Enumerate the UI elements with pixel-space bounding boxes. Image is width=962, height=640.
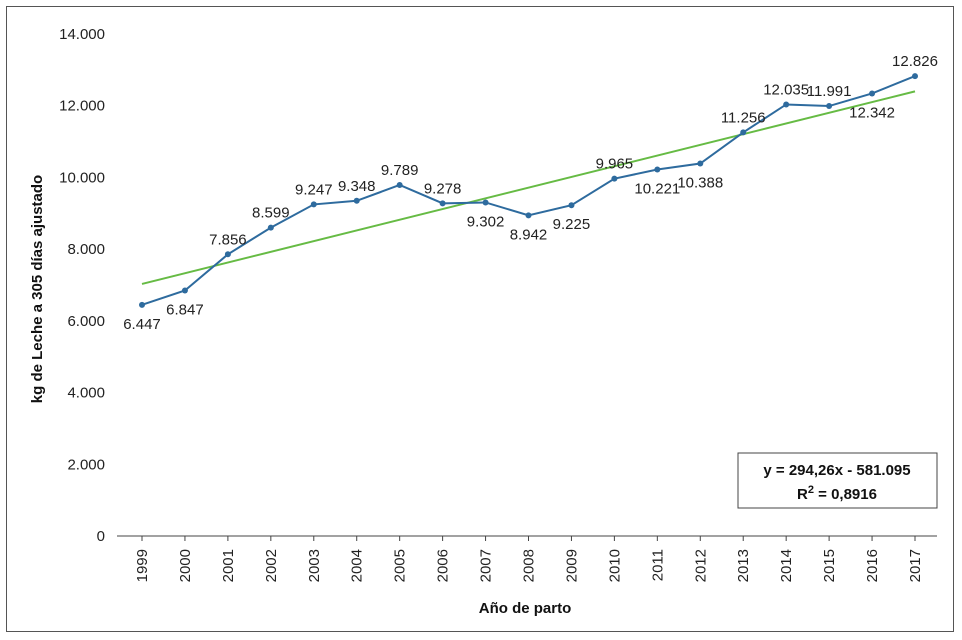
data-label: 10.221: [634, 181, 680, 198]
y-tick-label: 14.000: [59, 26, 105, 43]
x-axis-ticks: 1999 2000 2001 2002 2003 2004 2005 2006 2007 2008…: [134, 536, 924, 582]
data-point: [482, 199, 489, 206]
y-tick-label: 2.000: [67, 456, 105, 473]
data-label: 9.302: [467, 213, 505, 230]
y-axis-title: kg de Leche a 305 días ajustado: [29, 175, 46, 403]
x-tick-label: 2012: [692, 549, 709, 582]
y-tick-label: 4.000: [67, 385, 105, 402]
y-tick-label: 0: [97, 528, 105, 545]
x-tick-label: 2000: [177, 549, 194, 582]
x-axis-title: Año de parto: [479, 600, 572, 617]
equation-box-border: [737, 452, 938, 509]
equation-box: y = 294,26x - 581.095 R2 = 0,8916: [737, 452, 938, 509]
data-point: [697, 160, 704, 167]
data-point: [525, 212, 532, 219]
y-axis-ticks: 0 2.000 4.000 6.000 8.000 10.000 12.000 14.000: [59, 26, 105, 545]
x-tick-label: 2015: [821, 549, 838, 582]
x-tick-label: 2014: [778, 549, 795, 582]
x-tick-label: 2009: [563, 549, 580, 582]
y-tick-label: 8.000: [67, 241, 105, 258]
data-label: 7.856: [209, 231, 247, 248]
data-label: 9.965: [596, 156, 634, 173]
y-tick-label: 12.000: [59, 98, 105, 115]
x-tick-label: 2005: [392, 549, 409, 582]
data-point: [139, 301, 145, 308]
line-chart: 02.0004.0006.0008.00010.00012.00014.000 …: [29, 26, 938, 617]
x-tick-label: 2013: [735, 549, 752, 582]
x-tick-label: 2002: [263, 549, 280, 582]
x-tick-label: 2017: [907, 549, 924, 582]
data-labels: 6.447 6.847 7.856 8.599 9.247 9.348 9.789 9.278…: [123, 53, 938, 333]
data-label: 9.789: [381, 162, 419, 179]
data-point: [224, 251, 231, 258]
data-label: 11.991: [807, 83, 852, 100]
data-label: 8.599: [252, 205, 290, 222]
data-label: 12.826: [892, 53, 938, 70]
x-tick-label: 2008: [521, 549, 538, 582]
x-tick-label: 2011: [649, 549, 666, 581]
data-label: 9.348: [338, 178, 376, 195]
data-label: 10.388: [677, 175, 723, 192]
x-tick-label: 2010: [606, 549, 623, 582]
data-point: [267, 224, 274, 231]
data-label: 9.278: [424, 180, 462, 197]
data-label: 9.225: [553, 216, 591, 233]
data-label: 8.942: [510, 226, 548, 243]
data-point: [568, 202, 575, 209]
data-point: [783, 101, 790, 108]
data-label: 12.035: [763, 81, 809, 98]
x-tick-label: 2001: [220, 549, 237, 582]
trendline-equation: y = 294,26x - 581.095: [763, 462, 910, 479]
data-point: [654, 166, 661, 173]
data-label: 12.342: [849, 104, 895, 121]
data-label: 11.256: [721, 109, 766, 126]
chart-frame: 0 2.000 4.000 6.000 8.000 10.000 12.000 14.000 …: [6, 6, 954, 632]
x-tick-label: 2003: [306, 549, 323, 582]
x-tick-label: 2007: [478, 549, 495, 582]
x-tick-label: 2006: [435, 549, 452, 582]
data-label: 6.847: [166, 301, 204, 318]
x-tick-label: 1999: [134, 549, 151, 582]
data-point: [353, 197, 360, 204]
y-tick-label: 10.000: [59, 169, 105, 186]
data-points: [139, 73, 918, 308]
data-point: [396, 181, 403, 188]
data-point: [826, 103, 833, 110]
data-label: 6.447: [123, 316, 161, 333]
data-label: 9.247: [295, 181, 333, 198]
data-point: [912, 73, 918, 80]
data-point: [181, 287, 188, 294]
trendline: [141, 90, 916, 285]
x-tick-label: 2016: [864, 549, 881, 582]
data-point: [869, 90, 876, 97]
data-point: [611, 175, 618, 182]
data-point: [439, 200, 446, 207]
x-tick-label: 2004: [349, 549, 366, 582]
r-squared: R2 = 0,8916: [797, 484, 877, 503]
series-line: [141, 75, 916, 306]
y-tick-label: 6.000: [67, 313, 105, 330]
data-point: [740, 129, 747, 136]
data-point: [310, 201, 317, 208]
